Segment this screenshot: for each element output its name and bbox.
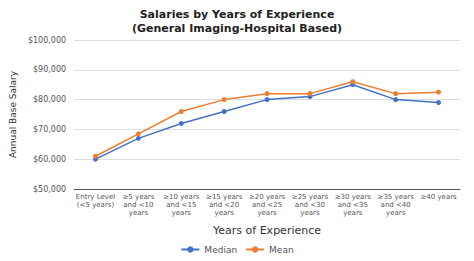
svg-text:(<5 years): (<5 years) — [77, 201, 115, 209]
svg-text:≥30 years: ≥30 years — [335, 193, 372, 201]
svg-text:$100,000: $100,000 — [28, 36, 66, 45]
svg-text:and <15: and <15 — [166, 201, 196, 209]
svg-text:Median: Median — [204, 245, 237, 255]
svg-text:and <35: and <35 — [338, 201, 368, 209]
svg-text:$80,000: $80,000 — [33, 95, 66, 104]
svg-text:and <10: and <10 — [123, 201, 153, 209]
svg-text:years: years — [257, 209, 277, 217]
svg-text:$50,000: $50,000 — [33, 185, 66, 194]
svg-text:and <40: and <40 — [381, 201, 411, 209]
svg-text:≥40 years: ≥40 years — [420, 193, 457, 201]
svg-text:≥5 years: ≥5 years — [122, 193, 154, 201]
svg-text:≥10 years: ≥10 years — [163, 193, 200, 201]
svg-text:years: years — [129, 209, 149, 217]
svg-text:≥35 years: ≥35 years — [378, 193, 415, 201]
svg-text:$90,000: $90,000 — [33, 65, 66, 74]
svg-text:Entry Level: Entry Level — [76, 193, 115, 201]
svg-text:(General Imaging-Hospital Base: (General Imaging-Hospital Based) — [132, 22, 342, 35]
svg-text:years: years — [172, 209, 192, 217]
svg-text:$70,000: $70,000 — [33, 125, 66, 134]
svg-text:≥15 years: ≥15 years — [206, 193, 243, 201]
svg-text:Years of Experience: Years of Experience — [212, 224, 321, 237]
svg-text:and <20: and <20 — [209, 201, 239, 209]
svg-text:≥25 years: ≥25 years — [292, 193, 329, 201]
svg-text:$60,000: $60,000 — [33, 155, 66, 164]
svg-text:and <30: and <30 — [295, 201, 325, 209]
svg-text:years: years — [343, 209, 363, 217]
svg-text:and <25: and <25 — [252, 201, 282, 209]
svg-text:≥20 years: ≥20 years — [249, 193, 286, 201]
svg-text:years: years — [386, 209, 406, 217]
svg-text:years: years — [215, 209, 235, 217]
svg-text:Mean: Mean — [269, 245, 294, 255]
svg-text:Salaries by Years of Experienc: Salaries by Years of Experience — [140, 8, 335, 21]
svg-text:years: years — [300, 209, 320, 217]
svg-text:Annual Base Salary: Annual Base Salary — [8, 70, 18, 158]
